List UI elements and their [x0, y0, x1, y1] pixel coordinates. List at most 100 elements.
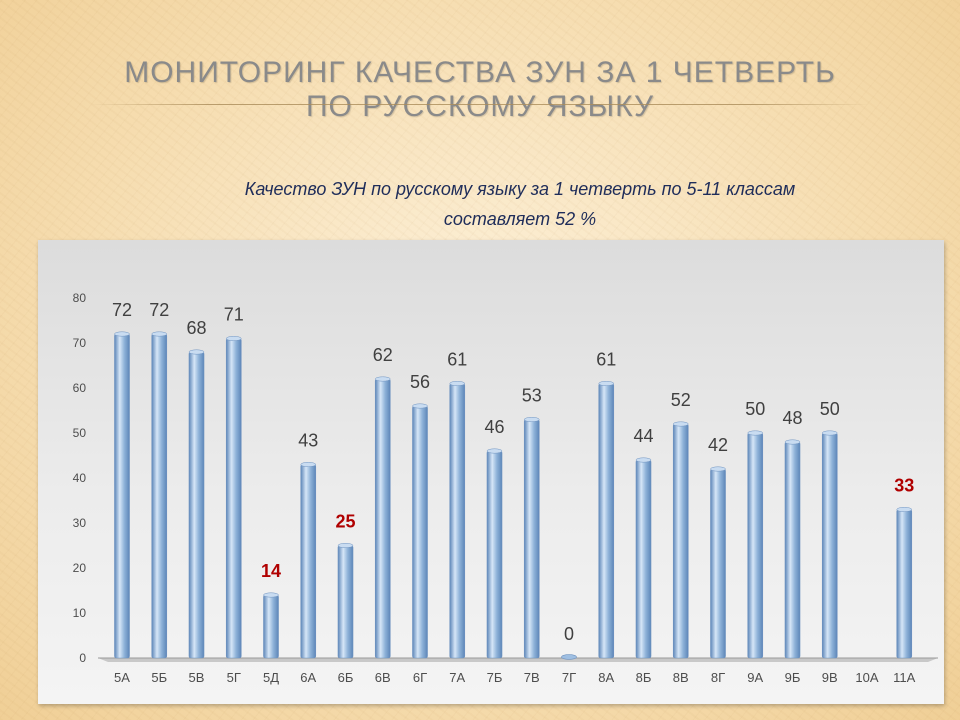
x-tick-label: 8Г: [711, 670, 725, 685]
data-label: 61: [596, 350, 616, 370]
y-tick-label: 80: [73, 291, 87, 305]
data-label: 33: [894, 476, 914, 496]
y-tick-label: 60: [73, 381, 87, 395]
chart-caption-line-1: Качество ЗУН по русскому языку за 1 четв…: [244, 179, 796, 199]
x-tick-label: 7А: [449, 670, 465, 685]
bar-cap: [188, 349, 205, 355]
x-tick-label: 8В: [673, 670, 689, 685]
x-tick-label: 10А: [855, 670, 878, 685]
bar: [821, 432, 838, 659]
y-tick-label: 40: [73, 471, 87, 485]
bar: [225, 338, 242, 659]
bar: [672, 423, 689, 659]
chart-caption: Качество ЗУН по русскому языку за 1 четв…: [100, 174, 940, 234]
bar: [784, 441, 801, 659]
bar: [263, 594, 279, 659]
x-tick-label: 6Б: [338, 670, 354, 685]
bar: [710, 468, 726, 659]
bar-cap: [524, 417, 540, 422]
bar: [114, 333, 130, 659]
slide-title-line-1: МОНИТОРИНГ КАЧЕСТВА ЗУН ЗА 1 ЧЕТВЕРТЬ: [124, 56, 836, 89]
bar-cap: [151, 331, 167, 337]
bar: [598, 383, 615, 659]
bar: [449, 383, 466, 659]
x-tick-label: 5Б: [151, 670, 167, 685]
slide-title: МОНИТОРИНГ КАЧЕСТВА ЗУН ЗА 1 ЧЕТВЕРТЬ ПО…: [0, 56, 960, 124]
x-tick-label: 6А: [300, 670, 316, 685]
slide-title-line-2: ПО РУССКОМУ ЯЗЫКУ: [305, 90, 655, 123]
bar-cap: [710, 466, 726, 472]
bar: [635, 459, 652, 659]
bar-cap: [300, 462, 316, 467]
bar-cap: [263, 592, 279, 598]
x-tick-label: 7Г: [562, 670, 576, 685]
y-tick-label: 50: [73, 426, 87, 440]
x-tick-label: 5Г: [227, 670, 241, 685]
bar-cap: [598, 381, 614, 386]
data-label: 42: [708, 435, 728, 455]
x-tick-label: 9Б: [785, 670, 801, 685]
data-label: 25: [335, 512, 355, 532]
data-label: 14: [261, 561, 281, 581]
title-divider: [90, 104, 870, 105]
x-tick-label: 5А: [114, 670, 130, 685]
data-label: 71: [224, 305, 244, 325]
data-label: 48: [782, 408, 802, 428]
bar-cap: [673, 421, 689, 427]
bar-cap: [822, 430, 838, 436]
bar: [747, 432, 764, 659]
chart-caption-line-2: составляет 52 %: [443, 209, 597, 229]
x-tick-label: 7В: [524, 670, 540, 685]
chart-floor: [98, 658, 938, 662]
bar-cap: [449, 381, 465, 386]
y-tick-label: 30: [73, 516, 87, 530]
data-label: 52: [671, 390, 691, 410]
bar-cap: [896, 507, 912, 512]
bar: [486, 450, 503, 659]
data-label: 0: [564, 624, 574, 644]
bar-cap: [784, 439, 801, 445]
bar-cap: [337, 543, 354, 548]
bar: [412, 405, 428, 659]
bar: [561, 654, 577, 660]
x-tick-label: 8А: [598, 670, 614, 685]
bar-cap: [635, 457, 652, 463]
bar: [151, 333, 168, 659]
bar: [896, 509, 913, 659]
data-label: 53: [522, 386, 542, 406]
data-label: 50: [745, 399, 765, 419]
x-tick-label: 6В: [375, 670, 391, 685]
bar-chart: 0 10 20 30 40 50 60 70 80 5А 72 5Б 72 5В 68 5Г 71 5Д 14 6А 4…: [73, 291, 938, 685]
x-tick-label: 9В: [822, 670, 838, 685]
data-label: 43: [298, 431, 318, 451]
data-label: 72: [149, 300, 169, 320]
x-tick-label: 7Б: [487, 670, 503, 685]
y-tick-label: 70: [73, 336, 87, 350]
data-label: 61: [447, 350, 467, 370]
bar-cap: [486, 448, 503, 454]
bar-cap: [226, 336, 242, 341]
data-label: 50: [820, 399, 840, 419]
y-tick-label: 20: [73, 561, 87, 575]
x-tick-label: 8Б: [636, 670, 652, 685]
x-tick-label: 5В: [189, 670, 205, 685]
bar: [300, 464, 317, 659]
data-label: 44: [633, 426, 653, 446]
chart-panel: 0 10 20 30 40 50 60 70 80 5А 72 5Б 72 5В 68 5Г 71 5Д 14 6А 4…: [38, 240, 944, 704]
data-label: 68: [186, 318, 206, 338]
data-label: 62: [373, 345, 393, 365]
data-label: 46: [484, 417, 504, 437]
bar: [337, 545, 354, 659]
bar-cap: [375, 376, 391, 382]
bar-cap: [747, 430, 763, 436]
data-label: 72: [112, 300, 132, 320]
y-tick-label: 0: [79, 651, 86, 665]
bar: [523, 419, 540, 659]
x-tick-label: 5Д: [263, 670, 279, 685]
x-tick-label: 6Г: [413, 670, 427, 685]
x-tick-label: 11А: [893, 670, 915, 685]
x-tick-label: 9А: [747, 670, 763, 685]
data-label: 56: [410, 372, 430, 392]
y-tick-label: 10: [73, 606, 87, 620]
bar: [188, 351, 205, 659]
